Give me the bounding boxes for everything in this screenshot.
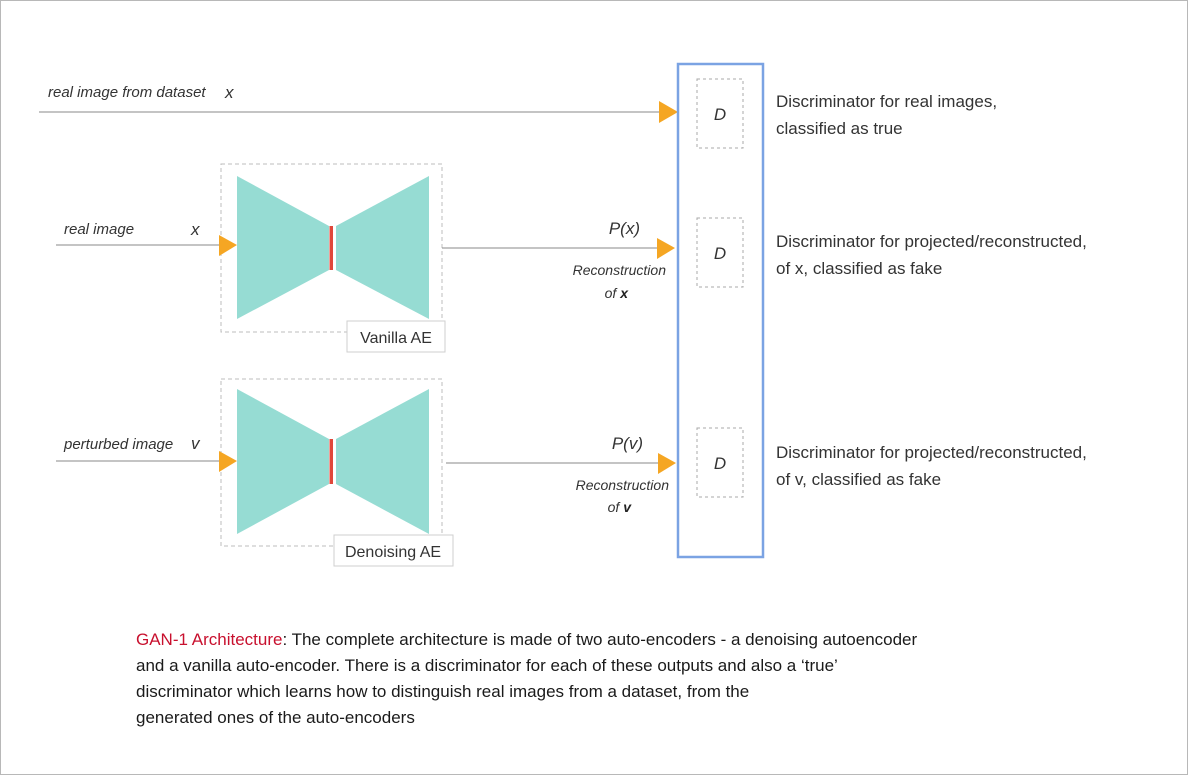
discriminator-real-desc-2: classified as true [776,119,903,138]
real-image-var: x [190,220,200,239]
denoising-ae-box [220,378,443,547]
perturbed-image-label: perturbed image [63,436,173,453]
discriminator-px-label: D [714,244,726,263]
vanilla-ae: Vanilla AE [220,163,446,353]
caption-line-4: generated ones of the auto-encoders [136,708,415,727]
vanilla-ae-label-box [346,320,446,353]
discriminator-descriptions: Discriminator for real images, classifie… [776,92,1087,489]
real-dataset-path: real image from dataset x [39,83,678,123]
discriminator-real [696,78,744,149]
denoising-ae-label: Denoising AE [345,544,441,561]
pv-output: P(v) Reconstruction of v [446,434,676,515]
caption-line-2: and a vanilla auto-encoder. There is a d… [136,656,838,675]
pv-arrowhead [658,453,676,474]
perturbed-image-var: v [191,434,201,453]
denoising-bottleneck [329,439,333,484]
discriminator-pv-label: D [714,454,726,473]
pv-reconstruction-label: Reconstruction [576,477,670,493]
real-dataset-label: real image from dataset [48,84,206,101]
discriminator-real-desc-1: Discriminator for real images, [776,92,997,111]
px-label: P(x) [609,219,640,238]
caption-line-1-text: : The complete architecture is made of t… [282,630,918,649]
real-dataset-arrowhead [659,101,678,123]
denoising-decoder-shape [336,389,429,534]
caption-highlight: GAN-1 Architecture [136,630,283,649]
real-image-label: real image [64,221,134,238]
discriminator-pv-desc-2: of v, classified as fake [776,470,941,489]
caption-line-1: GAN-1 Architecture: The complete archite… [136,627,1066,653]
pv-label: P(v) [612,434,643,453]
caption-line-3: discriminator which learns how to distin… [136,682,750,701]
px-output: P(x) Reconstruction of x [442,219,675,301]
vanilla-decoder-shape [336,176,429,319]
pv-reconstruction-of: of v [608,499,633,515]
vanilla-encoder-shape [237,176,329,319]
discriminator-group: D D D [676,62,765,559]
discriminator-px-desc-2: of x, classified as fake [776,259,942,278]
discriminator-px [696,217,744,288]
real-image-input: real image x [56,220,237,256]
discriminator-pv-desc-1: Discriminator for projected/reconstructe… [776,443,1087,462]
discriminator-pv [696,427,744,498]
px-arrowhead [657,238,675,259]
caption: GAN-1 Architecture: The complete archite… [136,627,1066,731]
discriminator-real-label: D [714,105,726,124]
perturbed-image-input: perturbed image v [56,434,237,472]
px-reconstruction-label: Reconstruction [573,262,667,278]
perturbed-image-arrowhead [219,451,237,472]
discriminator-px-desc-1: Discriminator for projected/reconstructe… [776,232,1087,251]
discriminator-group-box [676,62,765,559]
real-image-arrowhead [219,235,237,256]
vanilla-bottleneck [329,226,333,270]
denoising-ae-label-box [333,534,454,567]
real-dataset-var: x [224,83,234,102]
vanilla-ae-label: Vanilla AE [360,330,432,347]
denoising-ae: Denoising AE [220,378,454,567]
denoising-encoder-shape [237,389,329,534]
px-reconstruction-of: of x [605,285,630,301]
